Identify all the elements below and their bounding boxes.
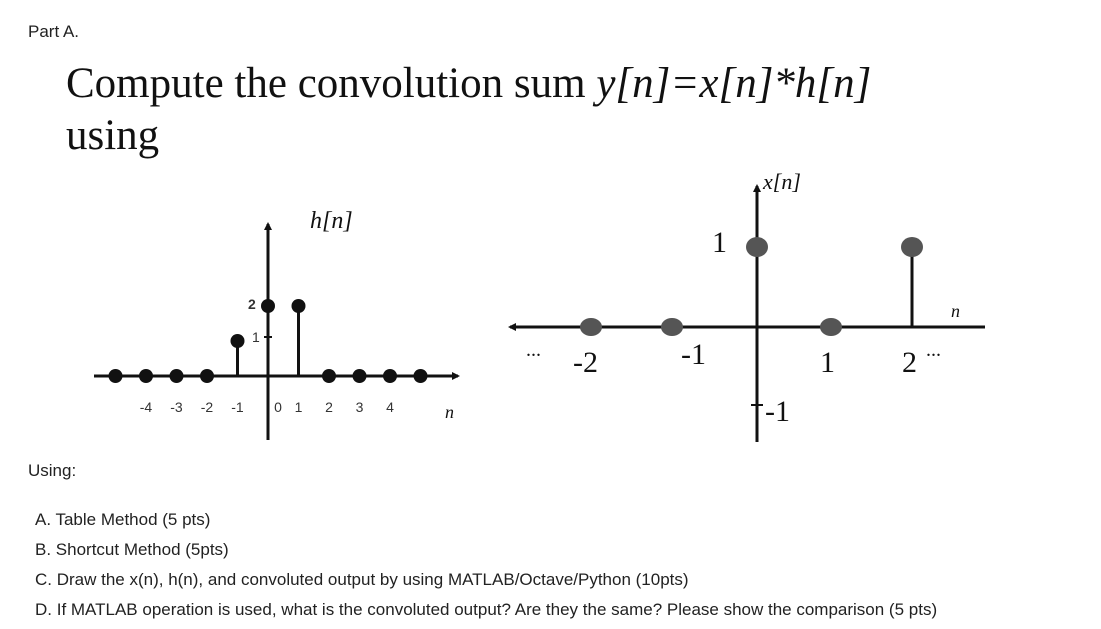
- x-axis-label: n: [951, 301, 960, 321]
- task-item: A. Table Method (5 pts): [35, 510, 211, 529]
- x-value-label-1: 1: [712, 226, 727, 259]
- x-tick-minus-1: -1: [681, 338, 706, 371]
- h-stems: [108, 299, 428, 383]
- h-sample-0: [108, 369, 123, 383]
- h-tick-label: -2: [201, 399, 214, 415]
- h-tick-label: -4: [140, 399, 153, 415]
- h-value-tick-label-2: 2: [248, 296, 256, 312]
- title-suffix: using: [66, 112, 160, 159]
- h-sample-9: [383, 369, 397, 383]
- x-signal-label: x[n]: [762, 169, 801, 194]
- h-sample-1: [139, 369, 153, 383]
- h-sample-7: [322, 369, 336, 383]
- h-tick-label: -3: [170, 399, 183, 415]
- x-sample-4: [901, 237, 923, 257]
- x-right-ellipsis: ...: [926, 339, 941, 361]
- part-label: Part A.: [28, 22, 80, 41]
- h-tick-label: 3: [356, 399, 364, 415]
- x-tick-1: 1: [820, 346, 835, 379]
- h-tick-labels: -4 -3 -2 -1 0 1 2 3 4: [140, 399, 394, 415]
- h-tick-label: 4: [386, 399, 394, 415]
- task-item: B. Shortcut Method (5pts): [35, 540, 229, 559]
- x-tick-2: 2: [902, 346, 917, 379]
- x-sample-0: [580, 318, 602, 336]
- x-signal-plot: x[n] 1 -1 n ... ... -2 -1 1 2: [508, 169, 985, 442]
- h-sample-5: [261, 299, 275, 313]
- problem-title: Compute the convolution sum y[n]=x[n]*h[…: [66, 58, 1006, 162]
- task-item: C. Draw the x(n), h(n), and convoluted o…: [35, 570, 689, 589]
- x-stems: [580, 237, 923, 336]
- h-value-tick-label-1: 1: [252, 329, 260, 345]
- x-left-ellipsis: ...: [526, 339, 541, 361]
- h-axis-label: n: [445, 402, 454, 422]
- h-tick-label: 2: [325, 399, 333, 415]
- h-sample-2: [169, 369, 184, 383]
- x-value-label-minus-1: -1: [765, 395, 790, 428]
- x-sample-3: [820, 318, 842, 336]
- h-tick-label: 1: [295, 399, 303, 415]
- h-sample-3: [200, 369, 214, 383]
- title-equation: y[n]=x[n]*h[n]: [596, 60, 872, 107]
- h-sample-6: [291, 299, 306, 313]
- task-list: A. Table Method (5 pts) B. Shortcut Meth…: [35, 505, 937, 625]
- h-signal-plot: h[n] 2 1 n -4 -3 -2 -1 0 1 2 3 4: [94, 208, 460, 440]
- title-prefix: Compute the convolution sum: [66, 60, 597, 107]
- h-sample-10: [413, 369, 428, 383]
- h-sample-4: [230, 334, 245, 348]
- h-signal-label: h[n]: [310, 208, 353, 234]
- h-tick-label: 0: [274, 399, 282, 415]
- h-tick-label: -1: [231, 399, 244, 415]
- x-sample-1: [661, 318, 683, 336]
- x-sample-2: [746, 237, 768, 257]
- task-item: D. If MATLAB operation is used, what is …: [35, 600, 938, 619]
- x-tick-minus-2: -2: [573, 346, 598, 379]
- using-label: Using:: [28, 461, 77, 480]
- h-sample-8: [352, 369, 367, 383]
